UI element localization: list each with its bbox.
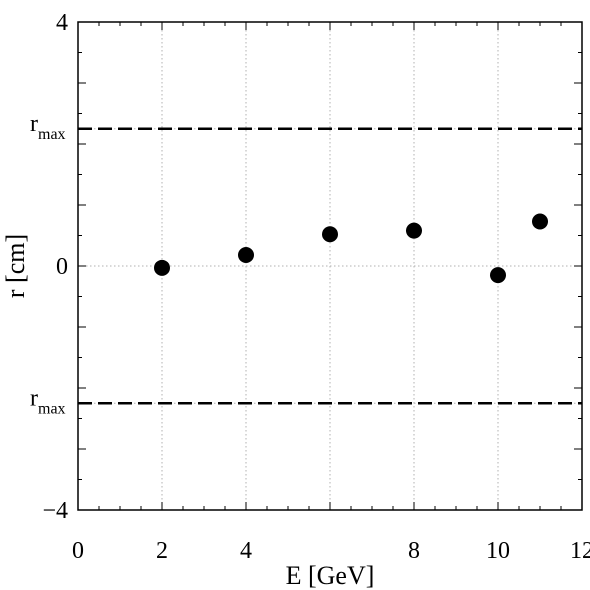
y-tick-labels: −4 0 4 bbox=[42, 10, 68, 524]
y-tick-label: 0 bbox=[56, 254, 68, 280]
reference-lines bbox=[78, 127, 582, 405]
x-tick-label: 10 bbox=[486, 538, 510, 564]
y-axis-title: r [cm] bbox=[1, 234, 30, 298]
rmax-label-subscript: max bbox=[38, 126, 66, 143]
x-tick-label: 0 bbox=[72, 538, 84, 564]
x-tick-label: 12 bbox=[570, 538, 590, 564]
y-tick-label: −4 bbox=[42, 498, 68, 524]
x-axis-title: E [GeV] bbox=[286, 561, 375, 590]
x-tick-label: 8 bbox=[408, 538, 420, 564]
x-tick-label: 2 bbox=[156, 538, 168, 564]
rmax-label-subscript: max bbox=[38, 400, 66, 417]
data-point bbox=[238, 247, 254, 264]
data-point bbox=[154, 259, 170, 276]
x-tick-label: 4 bbox=[240, 538, 252, 564]
y-tick-label: 4 bbox=[56, 10, 68, 36]
data-points bbox=[154, 213, 548, 284]
x-tick-labels: 0 2 4 8 10 12 bbox=[72, 538, 590, 564]
data-point bbox=[406, 222, 422, 239]
data-point bbox=[490, 267, 506, 284]
data-point bbox=[322, 226, 338, 243]
data-point bbox=[532, 213, 548, 230]
plot-frame bbox=[77, 21, 583, 511]
